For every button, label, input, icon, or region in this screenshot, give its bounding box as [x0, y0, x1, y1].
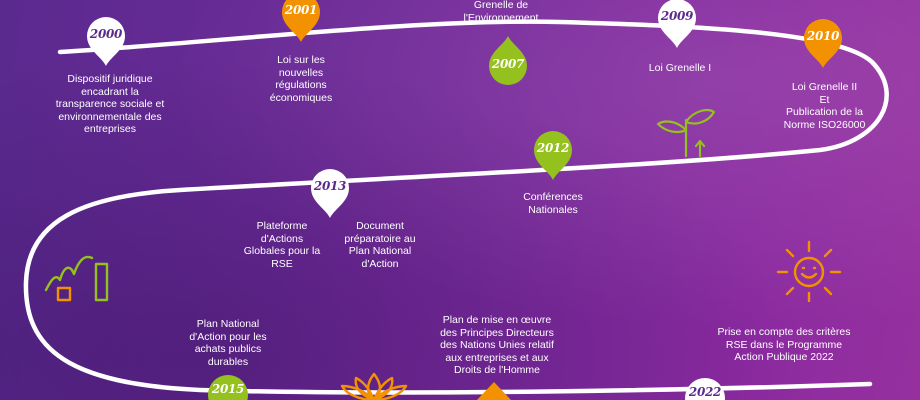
year-pin-2017	[471, 382, 517, 400]
year-label: 2000	[89, 27, 123, 41]
milestone-2013-doc-text: Document préparatoire au Plan National d…	[344, 220, 416, 270]
milestone-2015-text: Plan National d'Action pour les achats p…	[189, 318, 267, 368]
milestone-2022-text: Prise en compte des critères RSE dans le…	[717, 326, 851, 363]
year-pin-2015: 2015	[205, 370, 251, 400]
milestone-2001-text: Loi sur les nouvelles régulations économ…	[269, 54, 333, 104]
year-label: 2010	[806, 29, 840, 43]
milestone-2007-text: Grenelle de l'Environnement	[463, 0, 539, 24]
milestone-2010-text: Loi Grenelle II Et Publication de la Nor…	[783, 81, 866, 131]
year-pin-2010: 2010	[800, 16, 846, 70]
milestone-2012-text: Conférences Nationales	[523, 191, 583, 216]
smiling-sun-icon	[776, 240, 842, 303]
milestone-2000-text: Dispositif juridique encadrant la transp…	[55, 73, 165, 135]
year-label: 2007	[491, 57, 525, 71]
growth-chart-icon	[44, 255, 109, 302]
year-label: 2015	[211, 382, 245, 396]
year-label: 2001	[284, 3, 318, 17]
year-pin-2013: 2013	[307, 166, 353, 220]
year-label: 2012	[536, 141, 570, 155]
year-label: 2013	[313, 179, 347, 193]
milestone-2009-text: Loi Grenelle I	[648, 62, 712, 74]
year-pin-2007: 2007	[485, 34, 531, 88]
milestone-2017-text: Plan de mise en œuvre des Principes Dire…	[440, 314, 554, 376]
year-pin-2000: 2000	[83, 14, 129, 68]
year-pin-2001: 2001	[278, 0, 324, 44]
milestone-2013-text: Plateforme d'Actions Globales pour la RS…	[243, 220, 321, 270]
year-label: 2022	[688, 385, 722, 399]
year-label: 2009	[660, 9, 694, 23]
year-pin-2012: 2012	[530, 128, 576, 182]
lotus-flower-icon	[340, 372, 408, 400]
sprout-icon	[656, 109, 716, 158]
year-pin-2022: 2022	[682, 373, 728, 400]
year-pin-2009: 2009	[654, 0, 700, 50]
